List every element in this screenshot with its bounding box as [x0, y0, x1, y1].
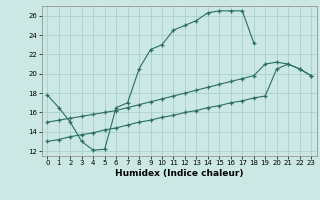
X-axis label: Humidex (Indice chaleur): Humidex (Indice chaleur) — [115, 169, 244, 178]
